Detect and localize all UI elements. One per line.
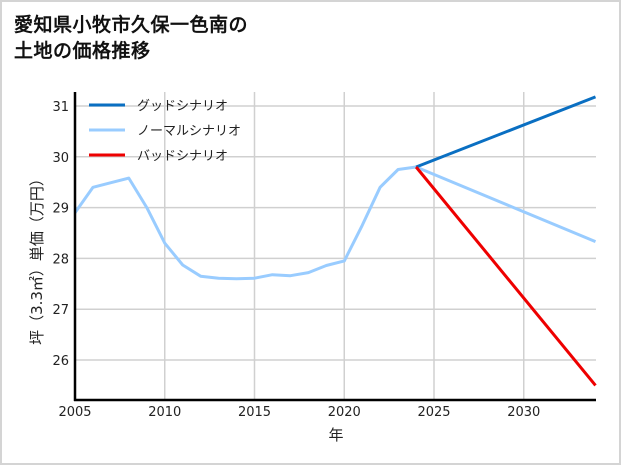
y-tick-label: 28 [52, 252, 69, 267]
x-tick-label: 2005 [58, 405, 91, 420]
y-tick-label: 27 [52, 303, 69, 318]
y-tick-label: 31 [52, 100, 69, 115]
y-tick-label: 29 [52, 202, 69, 217]
gridlines [75, 92, 596, 400]
x-tick-label: 2020 [328, 405, 361, 420]
x-axis-label: 年 [328, 426, 343, 444]
x-tick-label: 2030 [507, 405, 540, 420]
legend-label: グッドシナリオ [137, 99, 228, 114]
x-tick-label: 2010 [148, 405, 181, 420]
legend-label: バッドシナリオ [137, 149, 228, 164]
axes [73, 92, 596, 402]
tick-labels: 2005 2010 2015 2020 2025 2030 26 27 28 29 30 31 [52, 100, 540, 420]
y-tick-label: 30 [52, 151, 69, 166]
x-tick-label: 2015 [238, 405, 271, 420]
x-tick-label: 2025 [417, 405, 450, 420]
series-line [415, 95, 597, 169]
series-line [414, 166, 597, 387]
legend-label: ノーマルシナリオ [137, 124, 241, 139]
chart-title-line1: 愛知県小牧市久保一色南の [14, 14, 249, 36]
y-tick-label: 26 [52, 354, 69, 369]
series-lines [73, 95, 597, 387]
series-line [73, 165, 597, 281]
y-axis-label: 坪（3.3㎡）単価（万円） [28, 171, 46, 345]
chart-title-line2: 土地の価格推移 [14, 40, 151, 62]
chart-title: 愛知県小牧市久保一色南の 土地の価格推移 [14, 12, 248, 64]
